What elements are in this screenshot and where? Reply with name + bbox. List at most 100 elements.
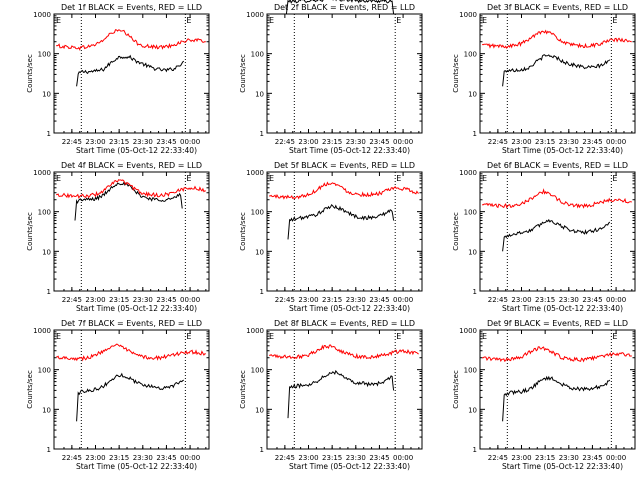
y-tick-label: 1 [47, 130, 51, 138]
y-tick-label: 1000 [459, 169, 477, 177]
x-tick-label: 23:30 [346, 138, 366, 146]
marker-label: E [56, 332, 61, 341]
y-tick-label: 1 [47, 446, 51, 454]
y-tick-label: 1 [260, 130, 264, 138]
marker-label: E [482, 174, 487, 183]
chart-title: Det 6f BLACK = Events, RED = LLD [487, 161, 628, 170]
x-tick-label: 23:30 [133, 454, 153, 462]
y-tick-label: 10 [42, 248, 51, 256]
x-tick-label: 23:00 [85, 296, 105, 304]
series-line-lld [269, 181, 419, 200]
x-tick-label: 23:15 [322, 454, 342, 462]
x-tick-label: 23:00 [511, 296, 531, 304]
marker-label: E [482, 332, 487, 341]
x-tick-label: 00:00 [180, 296, 200, 304]
x-tick-label: 23:30 [346, 296, 366, 304]
x-axis-label: Start Time (05-Oct-12 22:33:40) [76, 304, 197, 313]
marker-label: E [186, 174, 191, 183]
series-line-lld [56, 343, 206, 362]
x-tick-label: 23:15 [109, 138, 129, 146]
y-axis-label: Counts/sec [452, 212, 460, 251]
x-tick-label: 00:00 [606, 454, 626, 462]
x-tick-label: 23:45 [156, 296, 176, 304]
plot-frame [479, 329, 636, 450]
chart-panel-8f: Det 8f BLACK = Events, RED = LLD 1 10 100 10… [239, 319, 423, 471]
x-tick-label: 23:00 [298, 296, 318, 304]
x-tick-label: 23:30 [133, 138, 153, 146]
x-tick-label: 23:15 [535, 138, 555, 146]
x-axis-label: Start Time (05-Oct-12 22:33:40) [502, 304, 623, 313]
x-tick-label: 22:45 [488, 454, 508, 462]
marker-label: E [396, 174, 401, 183]
x-axis-label: Start Time (05-Oct-12 22:33:40) [502, 146, 623, 155]
chart-title: Det 1f BLACK = Events, RED = LLD [61, 3, 202, 12]
marker-label: E [612, 16, 617, 25]
x-tick-label: 23:45 [369, 138, 389, 146]
series-line-lld [482, 29, 632, 50]
series-line-events [76, 54, 185, 87]
y-axis-label: Counts/sec [239, 370, 247, 409]
y-axis-label: Counts/sec [239, 54, 247, 93]
x-tick-label: 00:00 [606, 296, 626, 304]
x-tick-label: 23:15 [322, 138, 342, 146]
y-tick-label: 1000 [246, 11, 264, 19]
x-tick-label: 23:00 [511, 454, 531, 462]
y-tick-label: 10 [42, 406, 51, 414]
x-tick-label: 00:00 [393, 454, 413, 462]
x-tick-label: 23:30 [559, 454, 579, 462]
x-axis-label: Start Time (05-Oct-12 22:33:40) [289, 304, 410, 313]
plot-frame [53, 171, 210, 292]
y-tick-label: 100 [38, 209, 51, 217]
x-tick-label: 22:45 [275, 138, 295, 146]
y-tick-label: 100 [251, 367, 264, 375]
chart-panel-9f: Det 9f BLACK = Events, RED = LLD 1 10 100 10… [452, 319, 636, 471]
x-axis-label: Start Time (05-Oct-12 22:33:40) [289, 462, 410, 471]
x-axis-label: Start Time (05-Oct-12 22:33:40) [76, 462, 197, 471]
plot-frame [266, 329, 423, 450]
marker-label: E [269, 16, 274, 25]
chart-panel-6f: Det 6f BLACK = Events, RED = LLD 1 10 100 10… [452, 161, 636, 313]
y-tick-label: 1000 [33, 11, 51, 19]
y-tick-label: 1 [473, 130, 477, 138]
marker-label: E [482, 16, 487, 25]
y-tick-label: 1000 [459, 11, 477, 19]
chart-title: Det 2f BLACK = Events, RED = LLD [274, 3, 415, 12]
x-tick-label: 23:45 [582, 138, 602, 146]
x-tick-label: 23:15 [535, 454, 555, 462]
y-tick-label: 1 [260, 288, 264, 296]
series-line-events [76, 372, 185, 422]
marker-label: E [396, 16, 401, 25]
y-tick-label: 1 [260, 446, 264, 454]
x-tick-label: 23:45 [156, 454, 176, 462]
y-tick-label: 1 [473, 288, 477, 296]
chart-title: Det 4f BLACK = Events, RED = LLD [61, 161, 202, 170]
x-tick-label: 23:00 [298, 454, 318, 462]
x-tick-label: 23:00 [85, 138, 105, 146]
y-axis-label: Counts/sec [26, 212, 34, 251]
x-tick-label: 22:45 [488, 296, 508, 304]
series-line-lld [56, 179, 206, 199]
y-tick-label: 100 [251, 209, 264, 217]
x-tick-label: 22:45 [275, 454, 295, 462]
y-tick-label: 10 [42, 90, 51, 98]
x-tick-label: 00:00 [606, 138, 626, 146]
series-line-lld [269, 344, 419, 360]
plot-frame [479, 13, 636, 134]
y-tick-label: 10 [255, 406, 264, 414]
y-tick-label: 100 [251, 51, 264, 59]
x-tick-label: 23:45 [582, 296, 602, 304]
y-tick-label: 1000 [33, 327, 51, 335]
series-line-events [502, 54, 611, 87]
x-tick-label: 00:00 [393, 296, 413, 304]
chart-panel-1f: Det 1f BLACK = Events, RED = LLD 1 10 100 10… [26, 3, 210, 155]
marker-label: E [186, 332, 191, 341]
y-tick-label: 10 [255, 248, 264, 256]
y-tick-label: 10 [468, 248, 477, 256]
x-tick-label: 00:00 [180, 454, 200, 462]
marker-label: E [186, 16, 191, 25]
x-tick-label: 23:45 [156, 138, 176, 146]
marker-label: E [269, 174, 274, 183]
plot-frame [53, 13, 210, 134]
chart-panel-7f: Det 7f BLACK = Events, RED = LLD 1 10 100 10… [26, 319, 210, 471]
y-axis-label: Counts/sec [452, 54, 460, 93]
